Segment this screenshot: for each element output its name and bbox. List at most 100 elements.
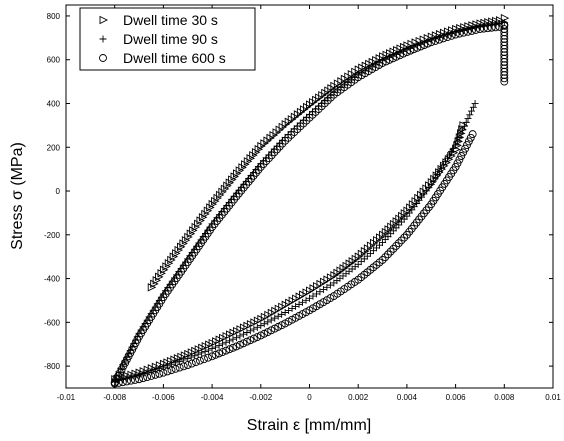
data-point <box>312 95 321 105</box>
data-point <box>443 33 452 42</box>
data-point <box>201 347 209 355</box>
data-point <box>187 353 195 361</box>
data-point <box>122 377 131 386</box>
data-point <box>155 364 163 372</box>
legend-box <box>79 7 256 71</box>
data-point <box>189 226 198 235</box>
data-point <box>363 244 373 253</box>
data-point <box>327 84 336 93</box>
data-point <box>483 24 492 33</box>
data-point <box>191 222 201 232</box>
data-point <box>293 110 303 119</box>
data-point <box>400 233 409 242</box>
data-point <box>164 259 174 268</box>
data-point <box>191 352 199 360</box>
data-point <box>162 262 171 271</box>
data-point <box>171 364 180 373</box>
data-point <box>274 312 282 320</box>
data-point <box>427 38 436 47</box>
data-point <box>321 88 330 98</box>
data-point <box>184 354 192 362</box>
data-point <box>382 57 390 66</box>
data-point <box>500 25 509 34</box>
data-point <box>222 346 230 355</box>
data-point <box>211 350 220 359</box>
data-point <box>249 334 258 343</box>
data-point <box>267 316 275 324</box>
data-point <box>264 154 273 163</box>
data-point <box>186 229 196 238</box>
data-point <box>195 356 204 365</box>
data-point <box>262 157 271 166</box>
data-point <box>398 211 407 221</box>
data-point <box>495 16 505 25</box>
data-point <box>411 197 421 206</box>
data-point <box>351 254 361 264</box>
data-point <box>384 250 392 259</box>
data-point <box>324 86 333 95</box>
y-tick-label: 800 <box>47 12 61 21</box>
data-point <box>208 352 217 361</box>
data-point <box>118 378 127 387</box>
data-point <box>121 357 129 365</box>
data-point <box>416 190 426 200</box>
data-point <box>339 264 348 273</box>
data-point <box>260 320 268 328</box>
data-point <box>275 125 285 134</box>
data-point <box>249 151 258 160</box>
data-point <box>500 20 509 29</box>
data-point <box>246 336 255 345</box>
data-point <box>409 45 418 54</box>
data-point <box>399 49 408 58</box>
data-point <box>242 337 251 346</box>
data-point <box>389 54 397 63</box>
data-point <box>435 35 444 44</box>
data-point <box>451 163 460 171</box>
data-point <box>366 241 376 250</box>
data-point <box>179 362 188 371</box>
data-point <box>385 55 394 64</box>
data-point <box>463 141 471 150</box>
data-point <box>278 139 287 148</box>
data-point <box>476 25 484 34</box>
data-point <box>452 141 460 149</box>
data-point <box>143 365 153 374</box>
data-point <box>290 112 300 122</box>
data-point <box>455 29 464 38</box>
axis-ticks: -0.01 -0.008 -0.006 -0.004 -0.002 0 0.002 0.004… <box>44 5 561 402</box>
data-point <box>395 214 404 223</box>
data-point <box>232 342 241 351</box>
data-point <box>384 225 393 234</box>
data-point <box>143 368 151 376</box>
data-point <box>218 187 227 197</box>
data-point <box>191 358 200 367</box>
data-point <box>395 51 404 60</box>
legend-label-1: Dwell time 30 s <box>123 12 218 28</box>
data-point <box>403 206 412 215</box>
data-point <box>228 175 237 184</box>
data-point <box>406 203 415 212</box>
data-point <box>235 340 244 349</box>
data-point <box>179 239 188 248</box>
data-point <box>408 200 418 209</box>
x-tick-label: 0.008 <box>494 393 515 402</box>
data-point <box>278 310 286 318</box>
data-point <box>212 343 220 351</box>
legend-label-3: Dwell time 600 s <box>123 50 226 66</box>
data-point <box>238 163 247 172</box>
data-point <box>455 134 463 142</box>
data-point <box>139 374 148 383</box>
y-tick-label: -200 <box>44 231 61 240</box>
data-point <box>159 368 168 377</box>
data-point <box>163 367 172 376</box>
x-tick-label: 0.01 <box>545 393 561 402</box>
data-point <box>459 126 467 134</box>
data-point <box>333 268 342 278</box>
data-point <box>479 24 488 33</box>
data-point <box>491 23 500 32</box>
data-point <box>471 26 480 34</box>
data-point <box>159 265 169 275</box>
data-point <box>169 252 179 261</box>
data-point <box>270 148 279 157</box>
x-tick-label: -0.004 <box>201 393 224 402</box>
